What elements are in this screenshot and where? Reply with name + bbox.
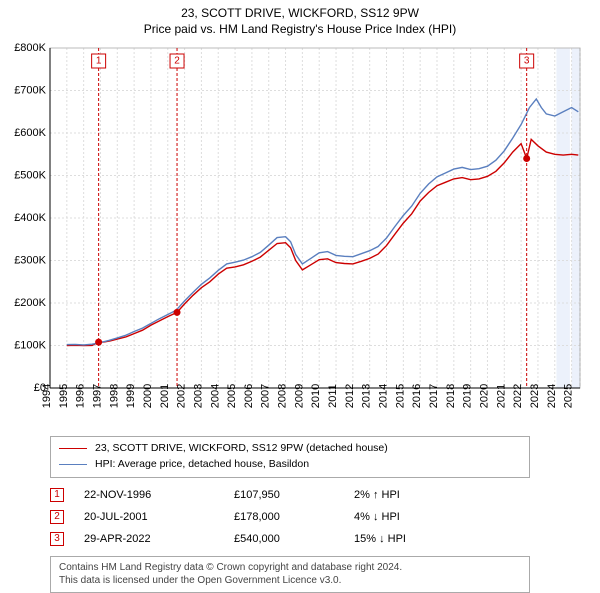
x-tick-label: 1996 xyxy=(75,384,87,408)
x-tick-label: 1998 xyxy=(108,384,120,408)
x-tick-label: 2010 xyxy=(310,384,322,408)
sale-marker: 3 xyxy=(50,532,64,546)
page-title: 23, SCOTT DRIVE, WICKFORD, SS12 9PW xyxy=(8,6,592,20)
legend-label: HPI: Average price, detached house, Basi… xyxy=(95,457,309,473)
footer-line-2: This data is licensed under the Open Gov… xyxy=(59,574,521,588)
x-tick-label: 2025 xyxy=(563,384,575,408)
x-tick-label: 2007 xyxy=(260,384,272,408)
x-tick-label: 2002 xyxy=(176,384,188,408)
sale-marker: 2 xyxy=(50,510,64,524)
x-tick-label: 2013 xyxy=(361,384,373,408)
y-tick-label: £300K xyxy=(14,254,46,266)
y-tick-label: £700K xyxy=(14,84,46,96)
chart-sale-marker: 1 xyxy=(96,56,102,67)
x-tick-label: 1997 xyxy=(91,384,103,408)
x-tick-label: 1999 xyxy=(125,384,137,408)
x-tick-label: 2024 xyxy=(546,384,558,408)
sale-delta: 4% ↓ HPI xyxy=(354,511,474,523)
sale-point xyxy=(523,155,530,162)
sale-row: 2 20-JUL-2001£178,0004% ↓ HPI xyxy=(50,506,530,528)
x-tick-label: 2023 xyxy=(529,384,541,408)
chart-sale-marker: 2 xyxy=(174,56,180,67)
x-tick-label: 2001 xyxy=(159,384,171,408)
x-tick-label: 2022 xyxy=(512,384,524,408)
x-tick-label: 2015 xyxy=(394,384,406,408)
x-tick-label: 2005 xyxy=(226,384,238,408)
page-subtitle: Price paid vs. HM Land Registry's House … xyxy=(8,22,592,36)
y-tick-label: £500K xyxy=(14,169,46,181)
sale-price: £107,950 xyxy=(234,489,354,501)
x-tick-label: 2006 xyxy=(243,384,255,408)
x-tick-label: 2004 xyxy=(209,384,221,408)
x-tick-label: 1994 xyxy=(41,384,53,408)
x-tick-label: 2019 xyxy=(462,384,474,408)
sale-date: 29-APR-2022 xyxy=(84,533,234,545)
y-tick-label: £200K xyxy=(14,297,46,309)
legend-label: 23, SCOTT DRIVE, WICKFORD, SS12 9PW (det… xyxy=(95,441,388,457)
sale-delta: 2% ↑ HPI xyxy=(354,489,474,501)
sale-row: 1 22-NOV-1996£107,9502% ↑ HPI xyxy=(50,484,530,506)
x-tick-label: 1995 xyxy=(58,384,70,408)
footer-line-1: Contains HM Land Registry data © Crown c… xyxy=(59,561,521,575)
sale-price: £540,000 xyxy=(234,533,354,545)
sale-delta: 15% ↓ HPI xyxy=(354,533,474,545)
x-tick-label: 2018 xyxy=(445,384,457,408)
legend: 23, SCOTT DRIVE, WICKFORD, SS12 9PW (det… xyxy=(50,436,530,478)
chart-sale-marker: 3 xyxy=(524,56,530,67)
x-tick-label: 2014 xyxy=(378,384,390,408)
legend-swatch xyxy=(59,464,87,465)
x-tick-label: 2020 xyxy=(478,384,490,408)
x-tick-label: 2000 xyxy=(142,384,154,408)
sale-marker: 1 xyxy=(50,488,64,502)
y-tick-label: £600K xyxy=(14,127,46,139)
x-tick-label: 2009 xyxy=(293,384,305,408)
y-tick-label: £100K xyxy=(14,339,46,351)
x-tick-label: 2017 xyxy=(428,384,440,408)
sale-row: 3 29-APR-2022£540,00015% ↓ HPI xyxy=(50,528,530,550)
x-tick-label: 2008 xyxy=(277,384,289,408)
sale-point xyxy=(174,309,181,316)
x-tick-label: 2016 xyxy=(411,384,423,408)
chart-page: 23, SCOTT DRIVE, WICKFORD, SS12 9PW Pric… xyxy=(0,0,600,590)
y-tick-label: £400K xyxy=(14,212,46,224)
sales-table: 1 22-NOV-1996£107,9502% ↑ HPI 2 20-JUL-2001… xyxy=(50,484,530,550)
legend-swatch xyxy=(59,448,87,449)
price-chart: £0£100K£200K£300K£400K£500K£600K£700K£80… xyxy=(8,42,592,432)
sale-price: £178,000 xyxy=(234,511,354,523)
x-tick-label: 2003 xyxy=(192,384,204,408)
sale-date: 20-JUL-2001 xyxy=(84,511,234,523)
sale-date: 22-NOV-1996 xyxy=(84,489,234,501)
legend-item: HPI: Average price, detached house, Basi… xyxy=(59,457,521,473)
x-tick-label: 2012 xyxy=(344,384,356,408)
sale-point xyxy=(95,339,102,346)
legend-item: 23, SCOTT DRIVE, WICKFORD, SS12 9PW (det… xyxy=(59,441,521,457)
x-tick-label: 2021 xyxy=(495,384,507,408)
chart-container: £0£100K£200K£300K£400K£500K£600K£700K£80… xyxy=(8,42,592,432)
y-tick-label: £800K xyxy=(14,42,46,54)
attribution-footer: Contains HM Land Registry data © Crown c… xyxy=(50,556,530,593)
